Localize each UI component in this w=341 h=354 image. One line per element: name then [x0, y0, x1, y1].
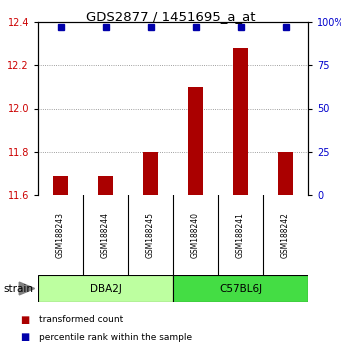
Text: ■: ■ — [20, 315, 30, 325]
Text: GSM188245: GSM188245 — [146, 212, 155, 258]
Text: GDS2877 / 1451695_a_at: GDS2877 / 1451695_a_at — [86, 10, 255, 23]
Text: percentile rank within the sample: percentile rank within the sample — [39, 333, 192, 342]
Text: ■: ■ — [20, 332, 30, 342]
Bar — [53, 176, 69, 195]
Text: strain: strain — [3, 284, 33, 293]
Bar — [173, 275, 308, 302]
Text: GSM188243: GSM188243 — [56, 212, 65, 258]
Bar — [278, 152, 293, 195]
Text: GSM188240: GSM188240 — [191, 212, 200, 258]
Text: transformed count: transformed count — [39, 315, 123, 324]
Text: C57BL6J: C57BL6J — [219, 284, 262, 293]
Text: GSM188241: GSM188241 — [236, 212, 245, 258]
Text: DBA2J: DBA2J — [90, 284, 121, 293]
Bar — [233, 48, 248, 195]
Text: GSM188242: GSM188242 — [281, 212, 290, 258]
Bar — [188, 87, 203, 195]
Bar — [143, 152, 158, 195]
Text: GSM188244: GSM188244 — [101, 212, 110, 258]
Bar — [98, 176, 113, 195]
Bar — [38, 275, 173, 302]
